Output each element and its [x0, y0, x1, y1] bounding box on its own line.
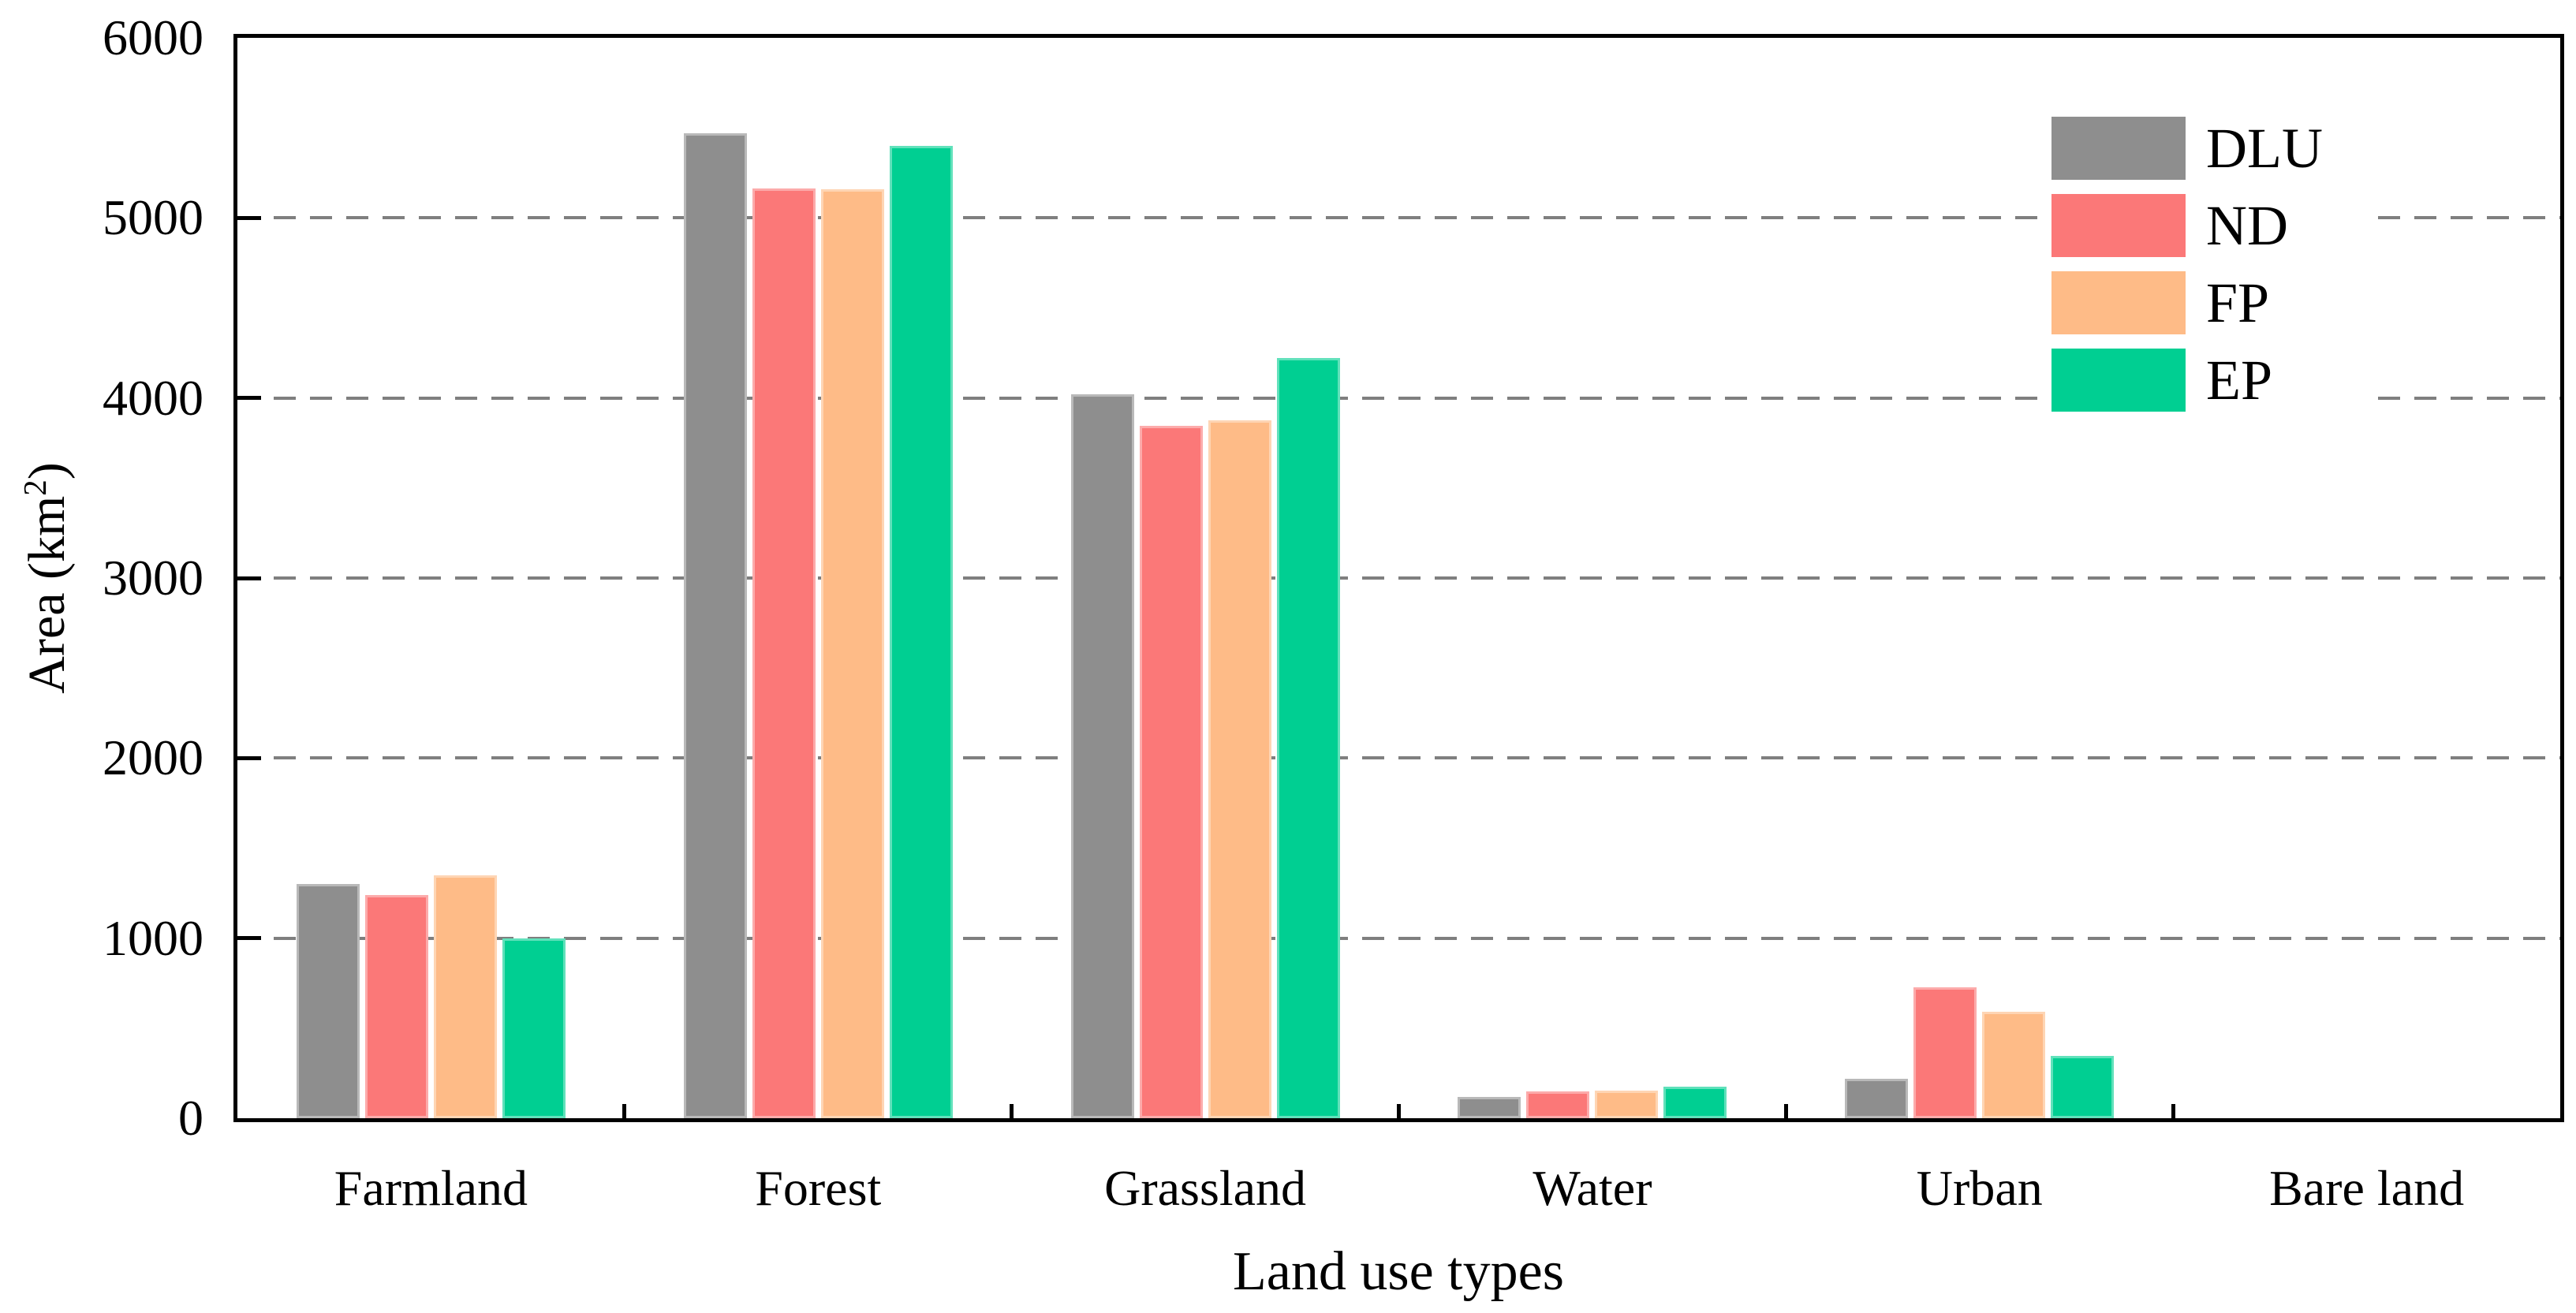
- legend-swatch-fp: [2051, 271, 2186, 334]
- gridline-3000: [237, 576, 2560, 580]
- legend-swatch-nd: [2051, 194, 2186, 257]
- y-axis-title-suffix: ): [18, 462, 76, 480]
- y-tick-label-6000: 6000: [103, 9, 203, 65]
- y-tick-label-5000: 5000: [103, 189, 203, 246]
- y-axis-tick-4000: [237, 396, 261, 401]
- bar-fp-farmland: [433, 875, 497, 1118]
- legend-swatch-dlu: [2051, 117, 2186, 180]
- x-tick-label-forest: Forest: [755, 1160, 882, 1216]
- y-axis-tick-5000: [237, 215, 261, 220]
- y-tick-label-0: 0: [178, 1090, 203, 1146]
- bar-ep-urban: [2051, 1056, 2115, 1118]
- bar-nd-urban: [1913, 987, 1977, 1118]
- legend-item-fp: FP: [2051, 271, 2323, 334]
- bar-dlu-forest: [683, 133, 747, 1118]
- legend-label-fp: FP: [2206, 271, 2270, 334]
- y-axis-tick-3000: [237, 576, 261, 580]
- bar-nd-forest: [752, 188, 816, 1118]
- y-axis-tick-2000: [237, 755, 261, 760]
- legend-swatch-ep: [2051, 349, 2186, 412]
- bar-fp-water: [1595, 1090, 1659, 1118]
- x-tick-label-farmland: Farmland: [334, 1160, 528, 1216]
- bar-dlu-farmland: [296, 884, 360, 1118]
- bar-dlu-urban: [1845, 1078, 1909, 1118]
- y-tick-label-4000: 4000: [103, 369, 203, 426]
- x-axis-tick-5: [2171, 1104, 2175, 1118]
- bar-ep-farmland: [502, 938, 566, 1118]
- legend-item-nd: ND: [2051, 194, 2323, 257]
- y-axis-tick-1000: [237, 936, 261, 941]
- legend-label-dlu: DLU: [2206, 117, 2323, 180]
- gridline-1000: [237, 936, 2560, 940]
- bar-nd-grassland: [1139, 426, 1203, 1118]
- x-tick-label-urban: Urban: [1916, 1160, 2043, 1216]
- x-axis-tick-3: [1397, 1104, 1401, 1118]
- bar-fp-forest: [820, 188, 884, 1118]
- bar-ep-grassland: [1276, 358, 1340, 1118]
- plot-area: DLU ND FP EP: [233, 34, 2564, 1122]
- bar-ep-water: [1663, 1087, 1727, 1118]
- legend-item-ep: EP: [2051, 349, 2323, 412]
- x-tick-label-bare-land: Bare land: [2269, 1160, 2465, 1216]
- gridline-5000: [237, 216, 2560, 220]
- y-axis-title-superscript: 2: [17, 479, 53, 496]
- x-axis-tick-1: [622, 1104, 627, 1118]
- legend-label-ep: EP: [2206, 349, 2273, 412]
- bar-ep-forest: [889, 146, 953, 1118]
- gridline-4000: [237, 396, 2560, 400]
- y-tick-label-3000: 3000: [103, 550, 203, 606]
- bar-dlu-water: [1458, 1096, 1521, 1118]
- bar-nd-farmland: [364, 894, 428, 1118]
- bar-fp-urban: [1982, 1012, 2046, 1118]
- x-axis-tick-4: [1783, 1104, 1788, 1118]
- legend-item-dlu: DLU: [2051, 117, 2323, 180]
- legend-label-nd: ND: [2206, 194, 2288, 257]
- y-tick-label-2000: 2000: [103, 729, 203, 786]
- bar-fp-grassland: [1208, 420, 1271, 1118]
- y-tick-label-1000: 1000: [103, 909, 203, 966]
- bar-nd-water: [1526, 1091, 1590, 1118]
- x-tick-label-grassland: Grassland: [1104, 1160, 1307, 1216]
- x-axis-tick-2: [1010, 1104, 1014, 1118]
- gridline-2000: [237, 756, 2560, 760]
- x-axis-title: Land use types: [1233, 1241, 1564, 1302]
- legend: DLU ND FP EP: [2040, 107, 2370, 421]
- bar-dlu-grassland: [1070, 394, 1134, 1118]
- x-tick-label-water: Water: [1533, 1160, 1652, 1216]
